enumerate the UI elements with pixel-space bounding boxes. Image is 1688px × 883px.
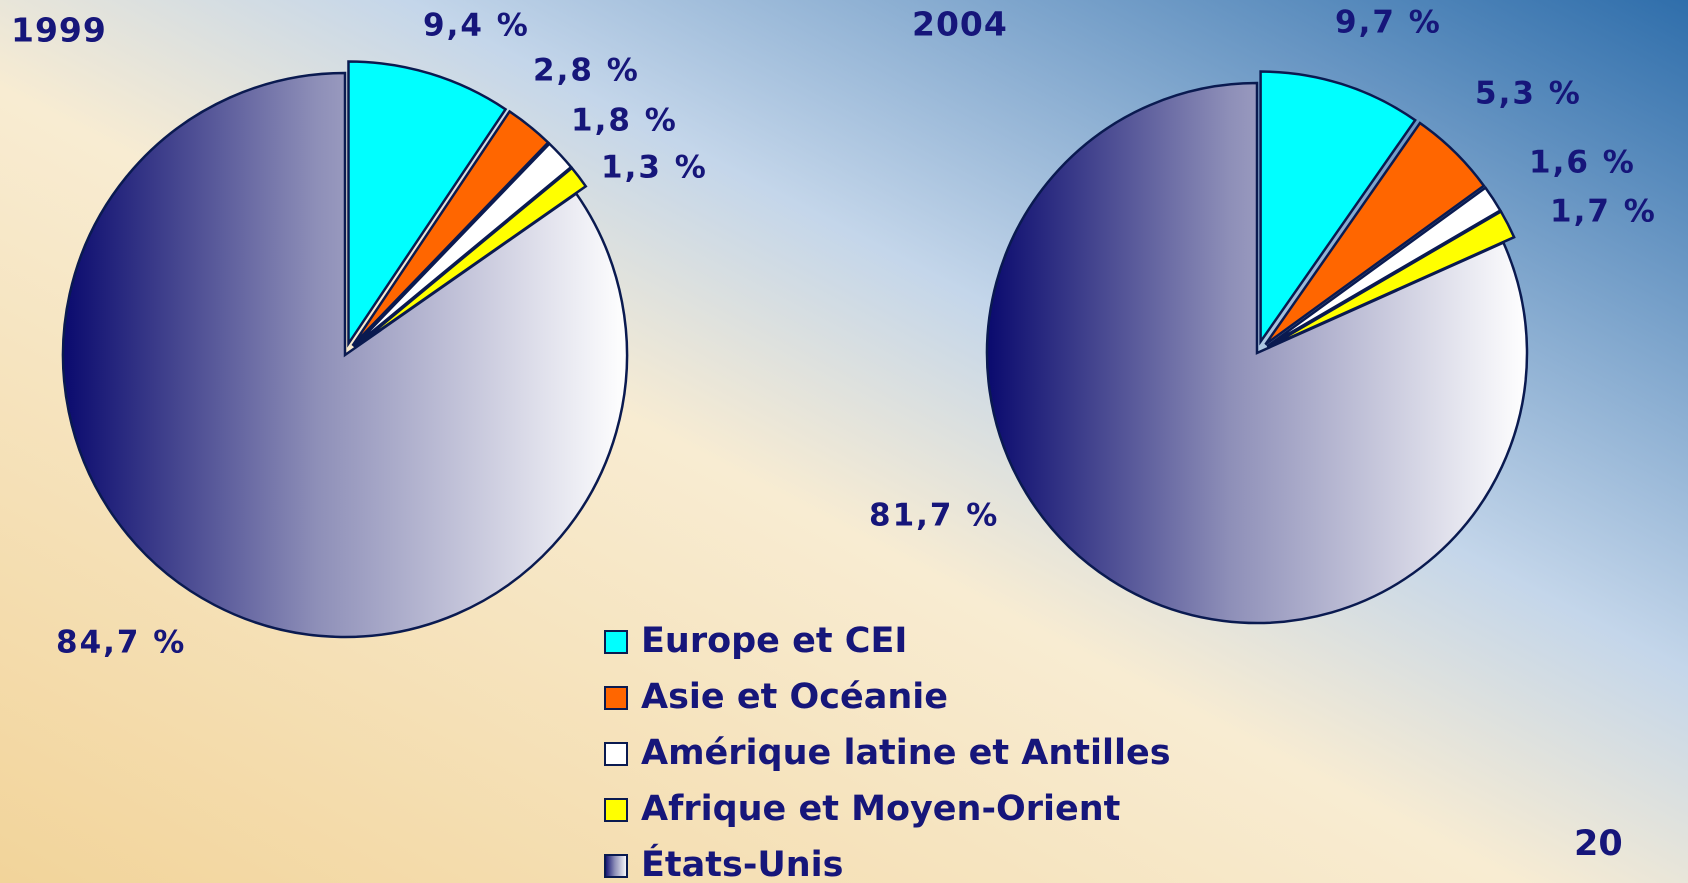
- legend-label: Asie et Océanie: [641, 677, 948, 717]
- legend-swatch: [604, 742, 628, 766]
- pie-slice: [347, 60, 508, 348]
- chart-title: 2004: [912, 5, 1008, 44]
- value-label: 81,7 %: [869, 498, 999, 534]
- legend-label: Afrique et Moyen-Orient: [641, 789, 1120, 829]
- pie-slice: [351, 109, 550, 347]
- value-label: 2,8 %: [533, 53, 640, 89]
- chart-title: 1999: [11, 11, 107, 50]
- pie-slice: [985, 81, 1529, 625]
- legend-swatch: [604, 798, 628, 822]
- value-label: 1,7 %: [1550, 194, 1657, 230]
- legend-swatch: [604, 686, 628, 710]
- legend-label: États-Unis: [641, 843, 844, 883]
- legend-swatch: [604, 854, 628, 878]
- value-label: 5,3 %: [1475, 76, 1582, 112]
- page-number: 20: [1574, 824, 1623, 864]
- value-label: 9,7 %: [1335, 5, 1442, 41]
- legend-label: Amérique latine et Antilles: [641, 733, 1171, 773]
- pie-slice: [1259, 70, 1417, 346]
- value-label: 1,8 %: [571, 103, 678, 139]
- pie-slice: [1264, 121, 1486, 346]
- value-label: 9,4 %: [423, 8, 530, 44]
- pie-slice: [1267, 209, 1516, 349]
- pie-slice: [61, 71, 629, 639]
- legend-swatch: [604, 630, 628, 654]
- pie-slice: [1266, 185, 1503, 348]
- value-label: 1,3 %: [601, 150, 708, 186]
- value-label: 84,7 %: [56, 625, 186, 661]
- pie-slice: [353, 166, 588, 349]
- value-label: 1,6 %: [1529, 145, 1636, 181]
- legend-label: Europe et CEI: [641, 621, 907, 661]
